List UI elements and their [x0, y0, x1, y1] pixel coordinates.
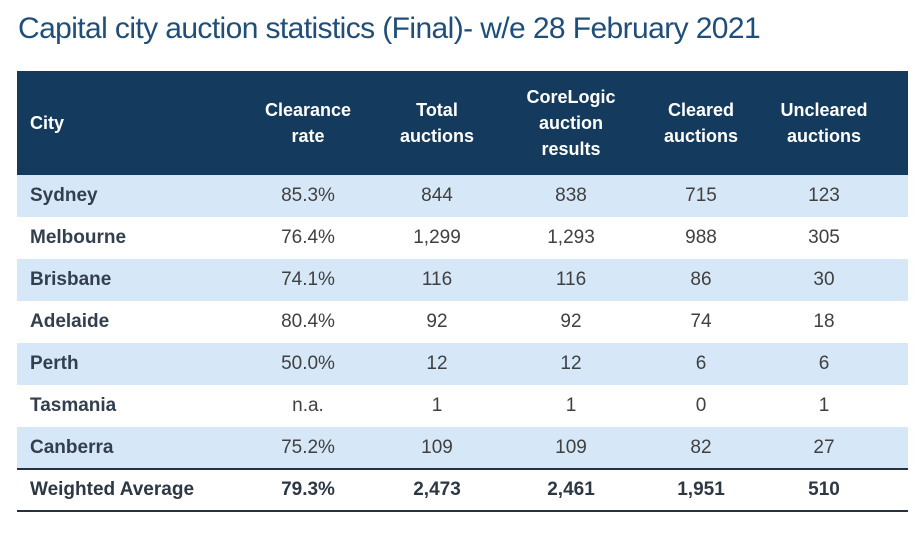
table-header: City Clearance rate Total auctions CoreL… — [17, 71, 908, 175]
column-header-total-auctions: Total auctions — [372, 71, 502, 175]
cell-city: Perth — [30, 353, 79, 374]
cell-corelogic-auction-results: 109 — [555, 436, 587, 458]
column-header-clearance-rate: Clearance rate — [244, 71, 372, 175]
cell-clearance-rate: n.a. — [292, 395, 324, 416]
cell-corelogic-auction-results: 838 — [555, 185, 587, 206]
table-row-tasmania: Tasmania n.a. 1 1 0 1 — [17, 385, 908, 427]
cell-cleared-auctions: 82 — [690, 436, 712, 458]
cell-cleared-auctions: 74 — [690, 311, 712, 332]
cell-total-auctions: 2,473 — [372, 468, 502, 512]
table-row-melbourne: Melbourne 76.4% 1,299 1,293 988 305 — [17, 217, 908, 259]
cell-total-auctions: 92 — [426, 311, 448, 332]
cell-clearance-rate: 80.4% — [281, 311, 335, 332]
cell-clearance-rate: 75.2% — [281, 436, 335, 458]
cell-uncleared-auctions: 305 — [808, 227, 840, 248]
column-header-cleared-auctions: Cleared auctions — [640, 71, 762, 175]
cell-city: Brisbane — [30, 269, 112, 290]
cell-city: Canberra — [30, 436, 114, 458]
cell-uncleared-auctions: 18 — [813, 311, 835, 332]
cell-city: Adelaide — [30, 311, 110, 332]
cell-corelogic-auction-results: 1,293 — [547, 227, 595, 248]
table-row-adelaide: Adelaide 80.4% 92 92 74 18 — [17, 301, 908, 343]
cell-corelogic-auction-results: 12 — [560, 353, 582, 374]
cell-uncleared-auctions: 6 — [818, 353, 830, 374]
cell-total-auctions: 12 — [426, 353, 448, 374]
table-row-perth: Perth 50.0% 12 12 6 6 — [17, 343, 908, 385]
cell-total-auctions: 116 — [421, 269, 453, 290]
table-row-sydney: Sydney 85.3% 844 838 715 123 — [17, 175, 908, 217]
cell-total-auctions: 844 — [421, 185, 453, 206]
cell-city: Melbourne — [30, 227, 127, 248]
page-title: Capital city auction statistics (Final)-… — [18, 12, 761, 45]
cell-corelogic-auction-results: 2,461 — [502, 468, 640, 512]
cell-clearance-rate: 50.0% — [281, 353, 335, 374]
cell-clearance-rate: 85.3% — [281, 185, 335, 206]
cell-clearance-rate: 79.3% — [244, 468, 372, 512]
cell-city: Weighted Average — [17, 468, 244, 512]
cell-cleared-auctions: 715 — [685, 185, 717, 206]
cell-cleared-auctions: 0 — [695, 395, 707, 416]
cell-cleared-auctions: 988 — [685, 227, 717, 248]
table-body: Sydney 85.3% 844 838 715 123 Melbourne 7… — [17, 175, 908, 512]
cell-corelogic-auction-results: 116 — [555, 269, 587, 290]
cell-uncleared-auctions: 27 — [813, 436, 835, 458]
cell-total-auctions: 1,299 — [413, 227, 461, 248]
cell-uncleared-auctions: 510 — [762, 468, 908, 512]
header-row: City Clearance rate Total auctions CoreL… — [17, 71, 908, 175]
cell-total-auctions: 109 — [421, 436, 453, 458]
cell-cleared-auctions: 6 — [695, 353, 707, 374]
cell-corelogic-auction-results: 1 — [565, 395, 577, 416]
auction-stats-table: City Clearance rate Total auctions CoreL… — [17, 71, 908, 512]
cell-uncleared-auctions: 30 — [813, 269, 835, 290]
cell-city: Sydney — [30, 185, 98, 206]
cell-uncleared-auctions: 123 — [808, 185, 840, 206]
cell-city: Tasmania — [30, 395, 117, 416]
column-header-city: City — [17, 71, 244, 175]
table-row-brisbane: Brisbane 74.1% 116 116 86 30 — [17, 259, 908, 301]
cell-cleared-auctions: 86 — [690, 269, 712, 290]
cell-cleared-auctions: 1,951 — [640, 468, 762, 512]
cell-total-auctions: 1 — [431, 395, 443, 416]
cell-corelogic-auction-results: 92 — [560, 311, 582, 332]
cell-clearance-rate: 74.1% — [281, 269, 335, 290]
column-header-uncleared-auctions: Uncleared auctions — [762, 71, 908, 175]
table-row-canberra: Canberra 75.2% 109 109 82 27 — [17, 427, 908, 469]
table-row-weighted-average: Weighted Average 79.3% 2,473 2,461 1,951… — [17, 468, 908, 512]
column-header-corelogic-auction-results: CoreLogic auction results — [502, 71, 640, 175]
cell-uncleared-auctions: 1 — [818, 395, 830, 416]
cell-clearance-rate: 76.4% — [281, 227, 335, 248]
